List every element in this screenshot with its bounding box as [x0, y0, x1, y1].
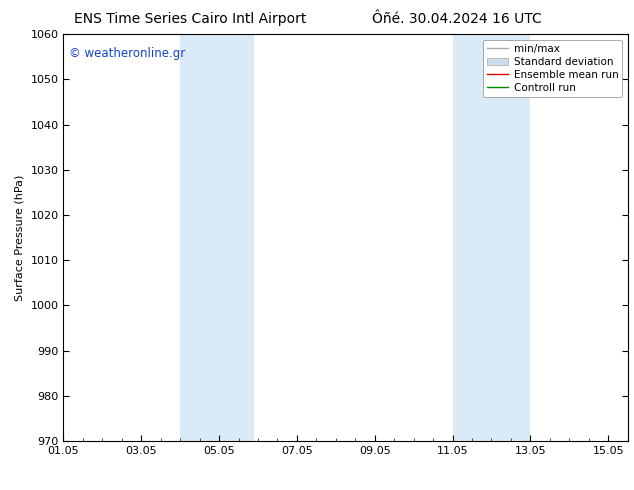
Text: Ôñé. 30.04.2024 16 UTC: Ôñé. 30.04.2024 16 UTC [372, 12, 541, 26]
Bar [453, 34, 531, 441]
Y-axis label: Surface Pressure (hPa): Surface Pressure (hPa) [15, 174, 25, 301]
Text: © weatheronline.gr: © weatheronline.gr [69, 47, 185, 59]
Legend: min/max, Standard deviation, Ensemble mean run, Controll run: min/max, Standard deviation, Ensemble me… [483, 40, 623, 97]
Bar [180, 34, 254, 441]
Text: ENS Time Series Cairo Intl Airport: ENS Time Series Cairo Intl Airport [74, 12, 306, 26]
